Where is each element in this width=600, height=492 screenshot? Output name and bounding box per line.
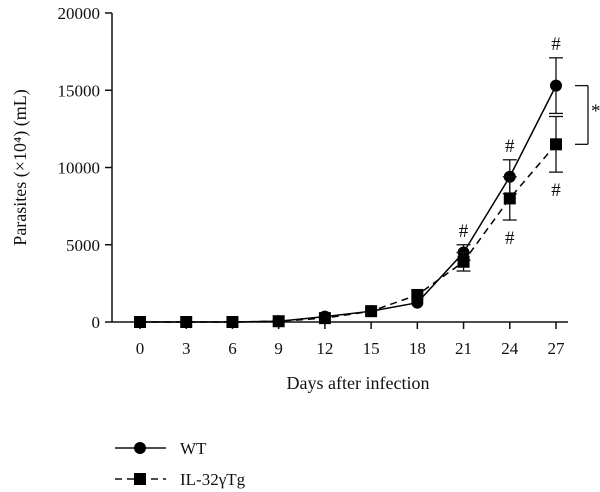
series-wt: ### [134, 34, 563, 328]
x-axis-label: Days after infection [287, 373, 430, 393]
y-tick-label: 0 [92, 313, 101, 332]
legend-label: IL-32γTg [180, 470, 246, 489]
significance-mark: # [551, 34, 561, 55]
series-il32gtg: ## [134, 115, 563, 328]
data-point [272, 315, 285, 328]
significance-mark: # [505, 136, 515, 157]
y-tick-label: 20000 [58, 4, 101, 23]
legend-item: WT [115, 439, 207, 458]
legend-item: IL-32γTg [115, 470, 246, 489]
legend: WT IL-32γTg [115, 439, 246, 489]
x-ticks: 0 3 6 9 12 15 18 21 24 27 [136, 322, 565, 358]
data-point [180, 316, 193, 328]
legend-marker [134, 442, 146, 454]
significance-mark: # [551, 180, 561, 201]
data-point [503, 192, 516, 205]
y-axis-label: Parasites (×10⁴) (mL) [10, 89, 31, 245]
data-point [411, 288, 424, 301]
x-tick-label: 27 [548, 339, 566, 358]
data-point [550, 138, 562, 151]
series-line [140, 143, 557, 323]
x-tick-label: 0 [136, 339, 145, 358]
y-tick-label: 15000 [58, 81, 101, 100]
x-tick-label: 15 [363, 339, 380, 358]
data-point [550, 79, 562, 92]
y-tick-label: 10000 [58, 159, 101, 178]
x-tick-label: 24 [501, 339, 519, 358]
x-tick-label: 12 [316, 339, 333, 358]
y-ticks: 0 5000 10000 15000 20000 [58, 4, 112, 332]
data-point [226, 316, 239, 328]
x-tick-label: 21 [455, 339, 472, 358]
series-line [140, 85, 557, 323]
legend-label: WT [180, 439, 207, 458]
y-tick-label: 5000 [66, 236, 100, 255]
axes [111, 13, 568, 323]
significance-bracket: * [575, 84, 600, 145]
data-point [365, 305, 378, 318]
x-tick-label: 18 [409, 339, 426, 358]
series-layer: ##### [134, 34, 563, 328]
x-tick-label: 3 [182, 339, 191, 358]
data-point [457, 255, 470, 268]
legend-marker [134, 473, 146, 485]
significance-mark: # [459, 221, 469, 242]
data-point [134, 316, 146, 328]
data-point [318, 312, 331, 325]
x-tick-label: 9 [274, 339, 283, 358]
significance-star: * [591, 101, 600, 122]
significance-mark: # [505, 228, 515, 249]
x-tick-label: 6 [228, 339, 237, 358]
